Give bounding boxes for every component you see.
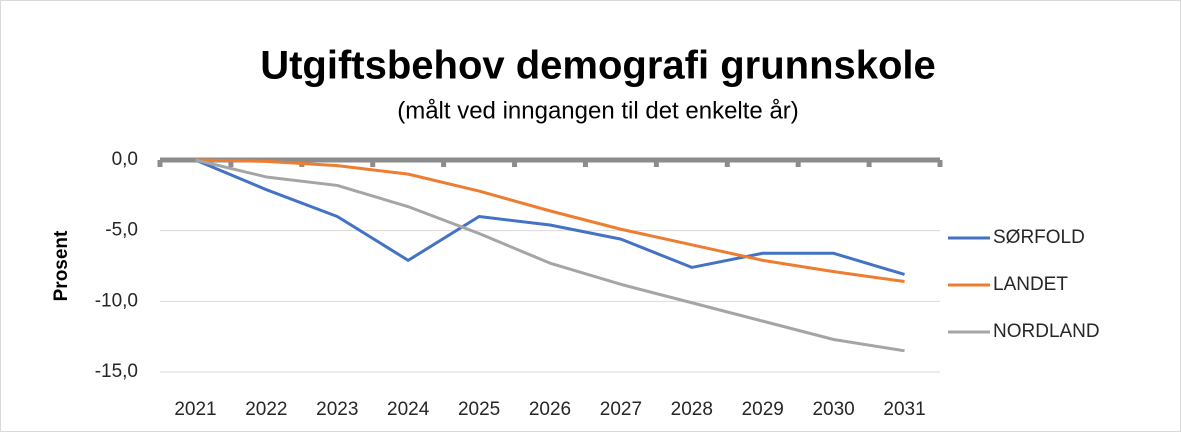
series-line [195,158,905,353]
x-tick-label: 2026 [529,399,571,420]
x-tick-label: 2024 [387,399,430,420]
x-tick-label: 2031 [883,399,925,420]
legend-label: SØRFOLD [993,227,1085,248]
series-line [194,158,905,276]
x-tick-label: 2027 [600,399,642,420]
y-tick-label: -15,0 [95,361,138,382]
x-tick-label: 2029 [742,399,784,420]
x-tick-label: 2028 [671,399,713,420]
y-tick-label: -5,0 [105,220,138,241]
y-tick-label: 0,0 [112,149,138,170]
y-tick-label: -10,0 [95,290,138,311]
legend-label: LANDET [993,274,1068,295]
x-tick-label: 2022 [245,399,287,420]
x-tick-label: 2021 [174,399,216,420]
x-tick-label: 2030 [812,399,854,420]
chart-title: Utgiftsbehov demografi grunnskole [260,44,936,88]
x-tick-label: 2023 [316,399,358,420]
legend-label: NORDLAND [993,321,1100,342]
chart-subtitle: (målt ved inngangen til det enkelte år) [397,97,799,124]
x-tick-label: 2025 [458,399,500,420]
y-axis-label: Prosent [51,230,72,301]
series-line [195,158,905,284]
